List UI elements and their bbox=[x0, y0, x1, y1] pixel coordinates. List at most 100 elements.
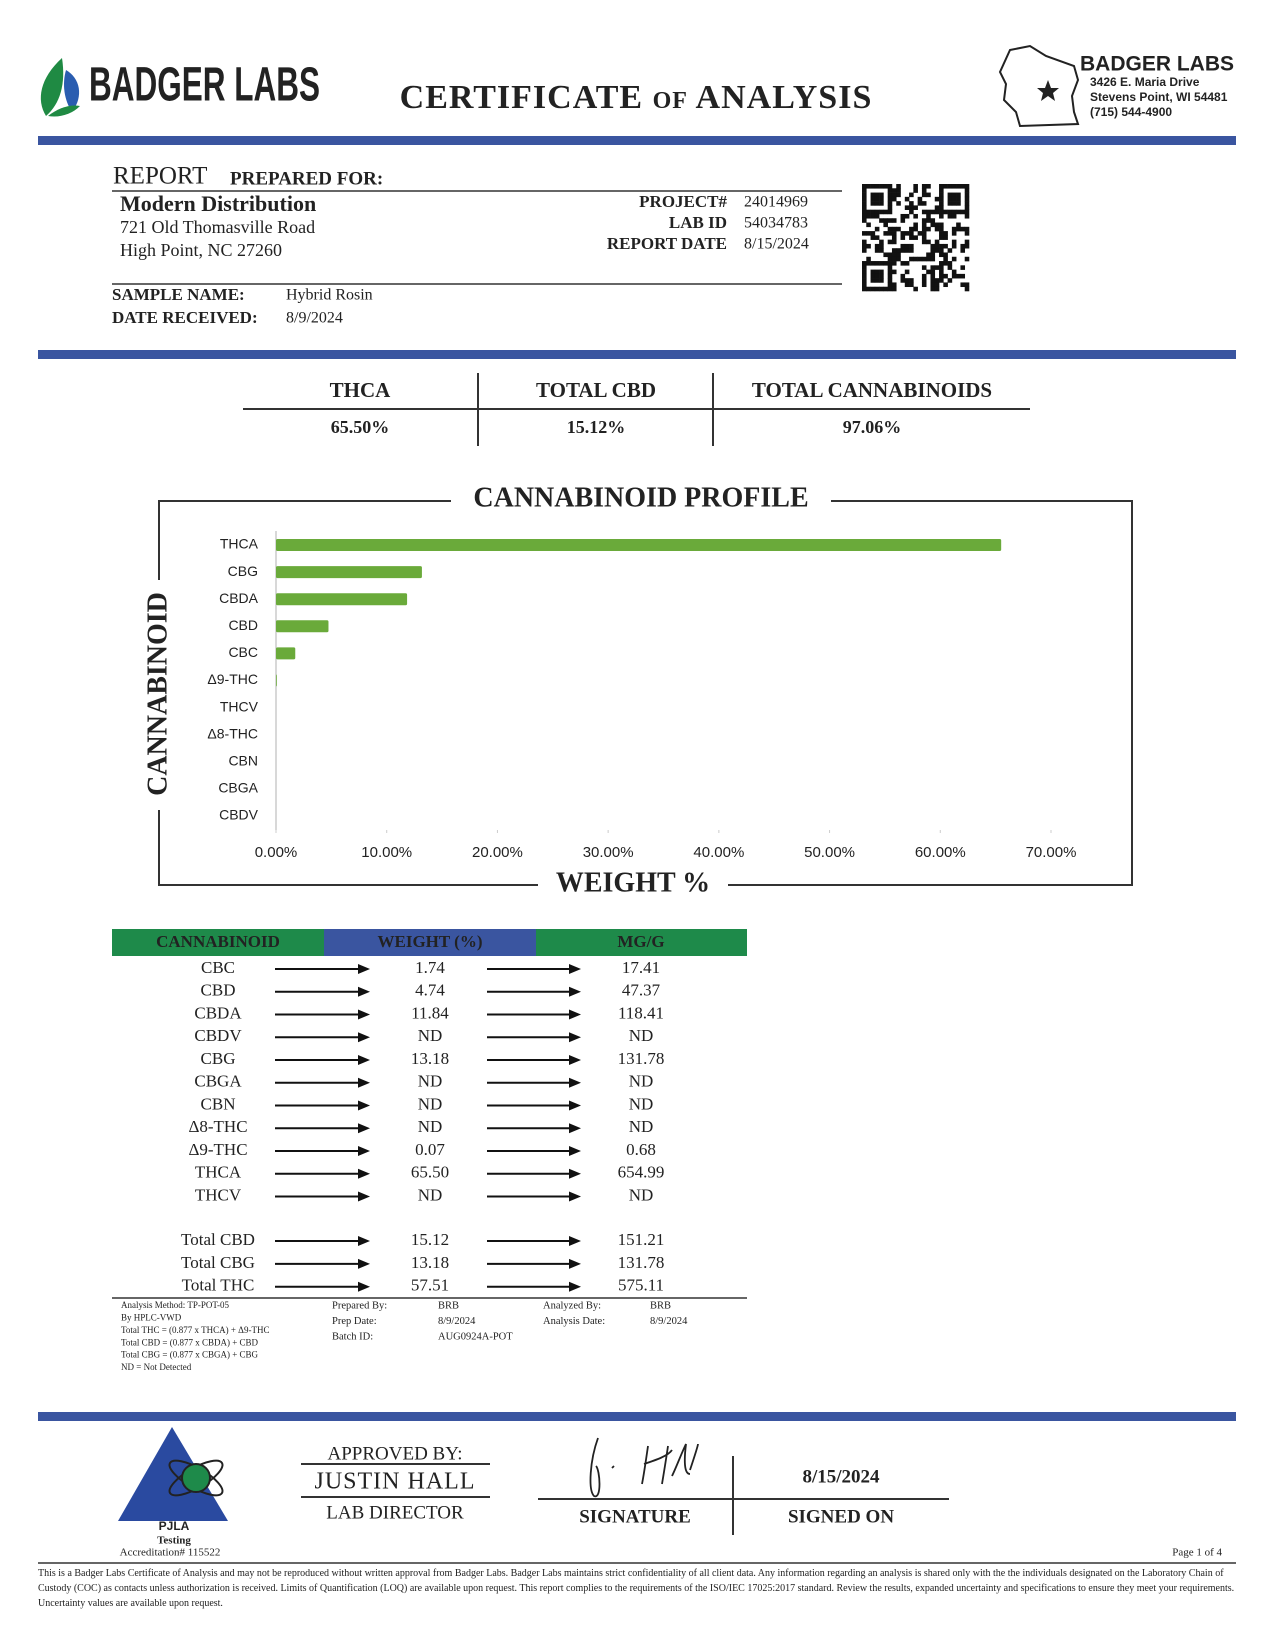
qr-module bbox=[879, 243, 884, 249]
qr-module bbox=[883, 261, 888, 266]
qr-module bbox=[887, 201, 893, 206]
qr-module bbox=[964, 239, 970, 245]
company-name: BADGER LABS bbox=[1080, 53, 1234, 76]
qr-module bbox=[956, 201, 961, 206]
qr-module bbox=[947, 209, 953, 215]
note: ND = Not Detected bbox=[121, 1362, 192, 1372]
qr-module bbox=[904, 243, 910, 249]
qr-module bbox=[900, 235, 906, 240]
note-label: Batch ID: bbox=[332, 1331, 373, 1342]
qr-module bbox=[943, 209, 948, 215]
qr-module bbox=[896, 188, 901, 193]
qr-module bbox=[870, 192, 876, 198]
x-tick-label: 60.00% bbox=[915, 844, 966, 861]
qr-module bbox=[964, 209, 970, 215]
qr-module bbox=[926, 209, 931, 215]
qr-module bbox=[891, 256, 897, 262]
qr-module bbox=[921, 231, 927, 236]
qr-module bbox=[939, 226, 944, 232]
qr-module bbox=[939, 201, 944, 206]
divider-bar bbox=[38, 1412, 1236, 1421]
table-cell: ND bbox=[418, 1094, 443, 1113]
qr-module bbox=[934, 286, 940, 292]
qr-module bbox=[921, 235, 927, 240]
qr-module bbox=[951, 226, 957, 232]
table-cell: CBGA bbox=[194, 1072, 242, 1091]
qr-module bbox=[913, 286, 918, 292]
qr-module bbox=[964, 196, 970, 202]
y-tick-label: CBD bbox=[228, 617, 258, 633]
qr-module bbox=[896, 226, 901, 232]
qr-module bbox=[943, 243, 948, 249]
arrow-head bbox=[569, 1055, 581, 1065]
table-cell: Total THC bbox=[182, 1276, 255, 1295]
qr-module bbox=[930, 248, 936, 253]
bar bbox=[276, 674, 277, 687]
table-cell: Total CBG bbox=[181, 1253, 255, 1272]
qr-module bbox=[866, 261, 871, 266]
qr-module bbox=[939, 278, 944, 283]
accreditation: Testing bbox=[157, 1535, 191, 1547]
arrow-head bbox=[358, 1123, 370, 1134]
qr-module bbox=[874, 226, 880, 232]
qr-module bbox=[951, 196, 957, 202]
qr-module bbox=[930, 222, 936, 228]
qr-module bbox=[904, 261, 910, 266]
qr-module bbox=[874, 278, 880, 283]
qr-module bbox=[917, 256, 923, 262]
qr-module bbox=[879, 196, 884, 202]
qr-module bbox=[939, 265, 944, 270]
table-header: MG/G bbox=[617, 932, 664, 951]
y-tick-label: THCV bbox=[220, 698, 259, 714]
arrow-head bbox=[569, 1236, 581, 1246]
divider-bar bbox=[38, 136, 1236, 145]
qr-module bbox=[909, 248, 914, 253]
qr-module bbox=[909, 278, 914, 283]
qr-module bbox=[900, 231, 906, 236]
signature-label: SIGNATURE bbox=[579, 1506, 691, 1527]
qr-module bbox=[909, 226, 914, 232]
qr-module bbox=[934, 248, 940, 253]
bar bbox=[276, 647, 296, 660]
qr-module bbox=[866, 256, 871, 262]
qr-module bbox=[943, 252, 948, 258]
qr-module bbox=[870, 235, 876, 240]
note-value: AUG0924A-POT bbox=[438, 1331, 513, 1342]
qr-module bbox=[939, 252, 944, 258]
arrow-head bbox=[569, 1032, 581, 1043]
accreditation: Accreditation# 115522 bbox=[120, 1547, 221, 1559]
qr-module bbox=[917, 196, 923, 202]
note: Total CBD = (0.877 x CBDA) + CBD bbox=[121, 1337, 259, 1347]
x-tick-label: 40.00% bbox=[693, 844, 744, 861]
qr-module bbox=[870, 209, 876, 215]
qr-module bbox=[887, 269, 893, 275]
qr-module bbox=[887, 286, 893, 292]
qr-module bbox=[883, 209, 888, 215]
qr-module bbox=[926, 269, 931, 275]
qr-module bbox=[866, 286, 871, 292]
qr-module bbox=[891, 196, 897, 202]
qr-module bbox=[870, 231, 876, 236]
qr-module bbox=[913, 222, 918, 228]
client-name: Modern Distribution bbox=[120, 191, 316, 216]
qr-module bbox=[926, 184, 931, 189]
company-address: (715) 544-4900 bbox=[1090, 105, 1172, 119]
table-cell: ND bbox=[629, 1185, 654, 1204]
qr-module bbox=[964, 282, 970, 288]
arrow-head bbox=[569, 1123, 581, 1134]
table-cell: ND bbox=[418, 1026, 443, 1045]
qr-module bbox=[930, 282, 936, 288]
qr-module bbox=[964, 256, 970, 262]
qr-module bbox=[921, 239, 927, 245]
qr-module bbox=[891, 188, 897, 193]
qr-module bbox=[887, 256, 893, 262]
qr-module bbox=[956, 226, 961, 232]
arrow-head bbox=[358, 1258, 370, 1269]
qr-module bbox=[930, 218, 936, 223]
qr-module bbox=[874, 273, 880, 279]
qr-module bbox=[913, 235, 918, 240]
qr-module bbox=[926, 192, 931, 198]
x-tick-label: 10.00% bbox=[361, 844, 412, 861]
note: Analysis Method: TP-POT-05 bbox=[121, 1300, 230, 1310]
